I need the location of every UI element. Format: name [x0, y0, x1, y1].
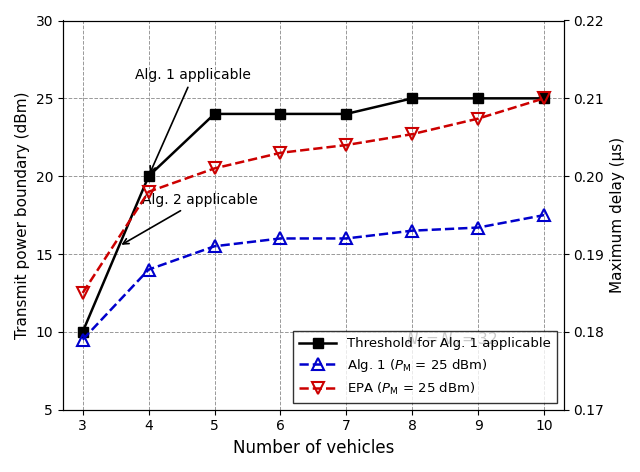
Alg. 1 ($P_{\mathrm{M}}$ = 25 dBm)	[342, 236, 350, 241]
Alg. 1 ($P_{\mathrm{M}}$ = 25 dBm)	[211, 244, 218, 249]
Threshold for Alg. 1 applicable	[79, 329, 86, 335]
Alg. 1 ($P_{\mathrm{M}}$ = 25 dBm)	[79, 337, 86, 343]
Legend: Threshold for Alg. 1 applicable, Alg. 1 ($P_{\mathrm{M}}$ = 25 dBm), EPA ($P_{\m: Threshold for Alg. 1 applicable, Alg. 1 …	[292, 331, 557, 403]
EPA ($P_{\mathrm{M}}$ = 25 dBm)	[474, 116, 482, 121]
Y-axis label: Transmit power boundary (dBm): Transmit power boundary (dBm)	[15, 92, 30, 339]
Text: $N_\mathrm{t} = N_\mathrm{v} = 32$: $N_\mathrm{t} = N_\mathrm{v} = 32$	[406, 330, 497, 349]
Threshold for Alg. 1 applicable	[145, 173, 152, 179]
Y-axis label: Maximum delay (μs): Maximum delay (μs)	[610, 137, 625, 293]
Threshold for Alg. 1 applicable	[276, 111, 284, 117]
Threshold for Alg. 1 applicable	[342, 111, 350, 117]
EPA ($P_{\mathrm{M}}$ = 25 dBm)	[342, 142, 350, 148]
Alg. 1 ($P_{\mathrm{M}}$ = 25 dBm)	[540, 212, 548, 218]
EPA ($P_{\mathrm{M}}$ = 25 dBm)	[79, 290, 86, 296]
Line: Alg. 1 ($P_{\mathrm{M}}$ = 25 dBm): Alg. 1 ($P_{\mathrm{M}}$ = 25 dBm)	[77, 210, 550, 345]
EPA ($P_{\mathrm{M}}$ = 25 dBm)	[276, 150, 284, 156]
Alg. 1 ($P_{\mathrm{M}}$ = 25 dBm)	[145, 267, 152, 272]
Alg. 1 ($P_{\mathrm{M}}$ = 25 dBm)	[408, 228, 416, 234]
EPA ($P_{\mathrm{M}}$ = 25 dBm)	[540, 95, 548, 101]
Line: Threshold for Alg. 1 applicable: Threshold for Alg. 1 applicable	[78, 93, 549, 337]
X-axis label: Number of vehicles: Number of vehicles	[233, 439, 394, 457]
Alg. 1 ($P_{\mathrm{M}}$ = 25 dBm)	[474, 225, 482, 230]
Threshold for Alg. 1 applicable	[474, 95, 482, 101]
Threshold for Alg. 1 applicable	[408, 95, 416, 101]
EPA ($P_{\mathrm{M}}$ = 25 dBm)	[408, 131, 416, 137]
Line: EPA ($P_{\mathrm{M}}$ = 25 dBm): EPA ($P_{\mathrm{M}}$ = 25 dBm)	[77, 93, 550, 298]
EPA ($P_{\mathrm{M}}$ = 25 dBm)	[211, 166, 218, 171]
Threshold for Alg. 1 applicable	[211, 111, 218, 117]
Threshold for Alg. 1 applicable	[540, 95, 548, 101]
Alg. 1 ($P_{\mathrm{M}}$ = 25 dBm)	[276, 236, 284, 241]
Text: Alg. 2 applicable: Alg. 2 applicable	[123, 193, 258, 244]
Text: Alg. 1 applicable: Alg. 1 applicable	[136, 68, 252, 172]
EPA ($P_{\mathrm{M}}$ = 25 dBm)	[145, 189, 152, 194]
